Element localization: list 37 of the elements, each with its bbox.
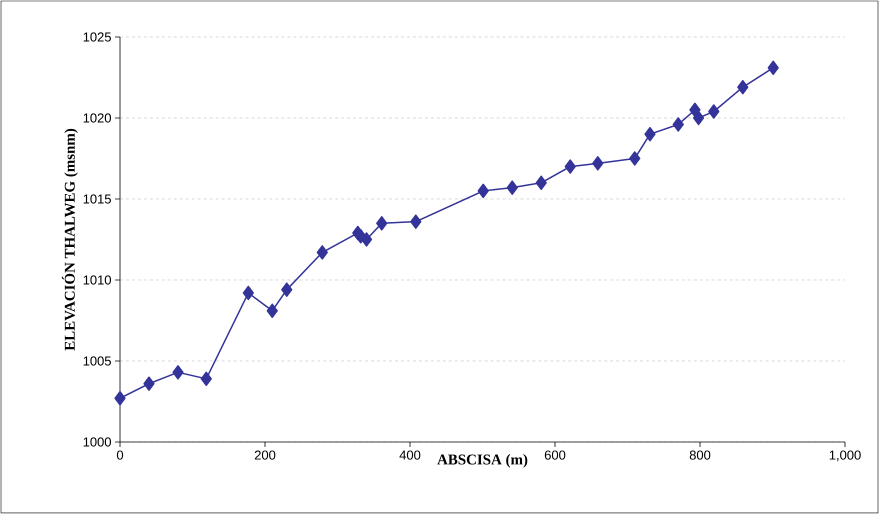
point — [376, 216, 388, 231]
point — [708, 104, 720, 119]
y-tick-label: 1025 — [84, 32, 111, 42]
point — [564, 159, 576, 174]
x-tick-label: 600 — [544, 450, 566, 460]
y-tick-label: 1015 — [84, 194, 111, 204]
x-tick-label: 400 — [400, 450, 420, 460]
point — [536, 176, 547, 190]
x-tick-label: 0 — [116, 450, 124, 460]
x-tick-label: 800 — [690, 450, 710, 460]
point — [266, 304, 278, 318]
point — [281, 282, 292, 297]
point — [506, 180, 518, 195]
point — [592, 156, 604, 171]
point — [478, 184, 489, 198]
x-axis-title: ABSCISA (m) — [437, 454, 528, 468]
point — [629, 151, 640, 166]
point — [114, 390, 126, 406]
y-axis-title: ELEVACIÓN THALWEG (msnm) — [62, 128, 78, 351]
point — [737, 80, 748, 94]
y-tick-label: 1000 — [84, 437, 111, 447]
point — [644, 126, 656, 142]
point — [143, 376, 155, 391]
point — [172, 365, 184, 380]
x-tick-label: 1,000 — [830, 450, 861, 462]
point — [672, 117, 684, 132]
y-tick-label: 1010 — [84, 275, 111, 285]
x-tick-label: 200 — [254, 450, 276, 460]
point — [410, 214, 422, 229]
point — [316, 245, 328, 260]
point — [200, 372, 212, 386]
point — [692, 110, 704, 126]
point — [242, 286, 254, 300]
y-tick-label: 1020 — [84, 113, 111, 123]
point — [360, 232, 372, 247]
y-tick-label: 1005 — [84, 356, 111, 366]
point — [768, 60, 779, 76]
